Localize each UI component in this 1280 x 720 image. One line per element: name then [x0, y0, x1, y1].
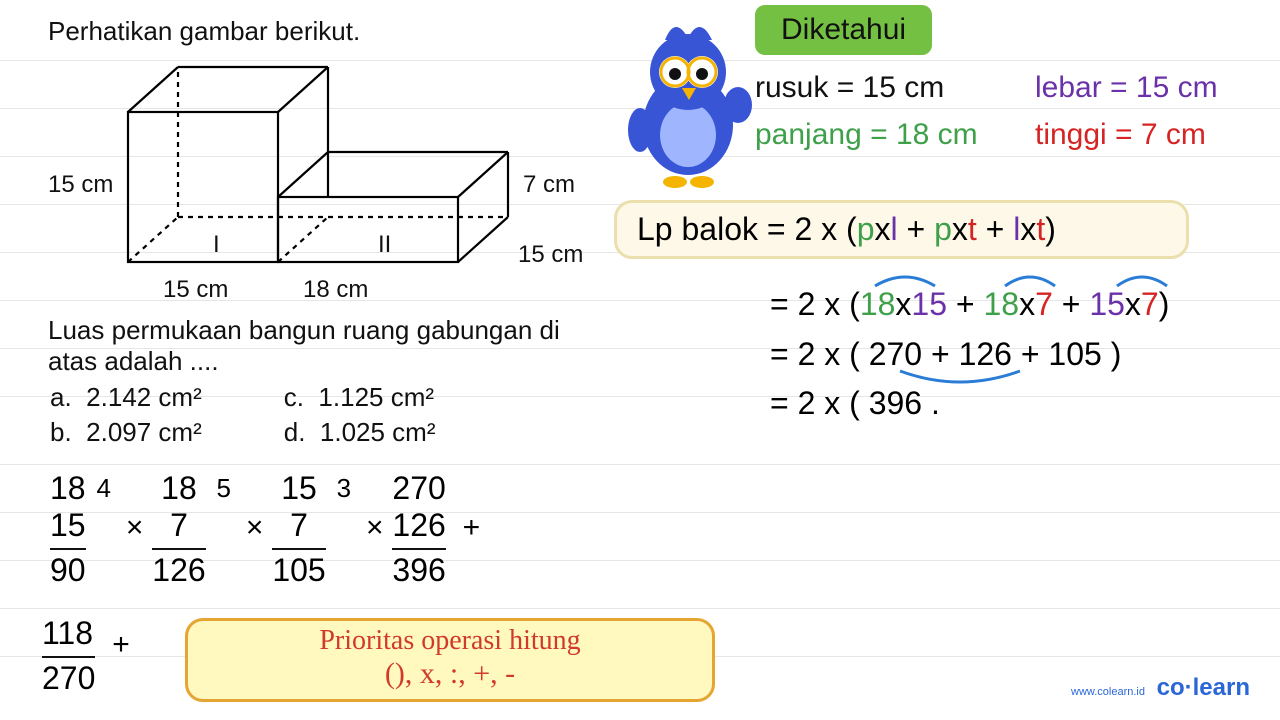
- scratch-partial: 118 270 +: [42, 615, 130, 697]
- mascot-bird-icon: [620, 10, 755, 190]
- brand-url: www.colearn.id: [1071, 686, 1145, 698]
- svg-text:II: II: [378, 231, 391, 258]
- calculation-steps: = 2 x (18x15 + 18x7 + 15x7) = 2 x ( 270 …: [770, 280, 1169, 429]
- svg-text:7 cm: 7 cm: [523, 171, 575, 198]
- svg-text:18 cm: 18 cm: [303, 276, 368, 303]
- given-badge: Diketahui: [755, 5, 932, 55]
- svg-text:15 cm: 15 cm: [518, 241, 583, 268]
- grouping-arc-icon: [895, 368, 1025, 390]
- given-left-column: rusuk = 15 cm panjang = 18 cm: [755, 65, 978, 158]
- svg-text:15 cm: 15 cm: [48, 171, 113, 198]
- priority-box: Prioritas operasi hitung (), x, :, +, -: [185, 618, 715, 702]
- answer-options: a. 2.142 cm² c. 1.125 cm² b. 2.097 cm² d…: [48, 380, 458, 452]
- svg-text:15 cm: 15 cm: [163, 276, 228, 303]
- given-right-column: lebar = 15 cm tinggi = 7 cm: [1035, 65, 1218, 158]
- formula-box: Lp balok = 2 x (pxl + pxt + lxt): [614, 200, 1189, 259]
- brand-logo: co·learn: [1157, 674, 1250, 702]
- svg-text:I: I: [213, 231, 220, 258]
- scratch-work: 18 15 90 4 × 18 7 126 5 × 15 7 105 3 × 2…: [50, 470, 480, 589]
- combined-solid-diagram: 15 cm 7 cm 15 cm 15 cm 18 cm I II: [48, 52, 588, 312]
- problem-title: Perhatikan gambar berikut.: [48, 16, 360, 47]
- question-text: Luas permukaan bangun ruang gabungan di …: [48, 315, 608, 377]
